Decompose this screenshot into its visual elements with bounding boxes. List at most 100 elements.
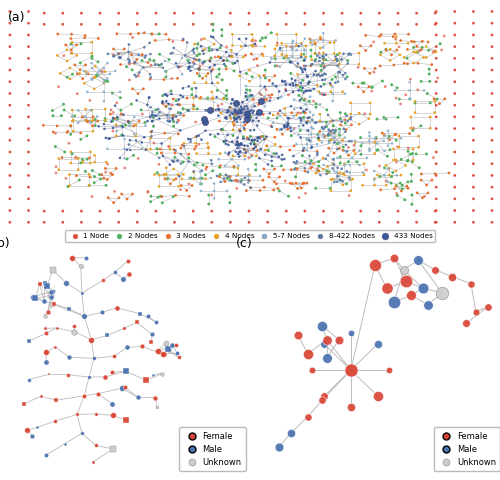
Point bbox=[77, 263, 85, 270]
Point bbox=[338, 136, 346, 144]
Point bbox=[224, 151, 232, 158]
Point bbox=[312, 103, 320, 111]
Point bbox=[392, 33, 400, 40]
Point bbox=[172, 97, 180, 105]
Point bbox=[261, 151, 269, 158]
Point bbox=[432, 19, 440, 27]
Point bbox=[146, 94, 154, 101]
Point bbox=[204, 143, 212, 151]
Point bbox=[42, 451, 50, 459]
Point bbox=[165, 111, 173, 119]
Point bbox=[240, 152, 248, 160]
Point bbox=[412, 207, 420, 215]
Point bbox=[432, 218, 440, 226]
Point bbox=[414, 132, 422, 140]
Point bbox=[68, 106, 76, 114]
Point bbox=[302, 190, 310, 197]
Point bbox=[336, 129, 344, 136]
Point bbox=[362, 166, 370, 174]
Point bbox=[298, 152, 306, 159]
Point bbox=[137, 106, 145, 114]
Point bbox=[232, 115, 239, 123]
Point bbox=[338, 218, 346, 226]
Point bbox=[278, 39, 285, 47]
Point bbox=[264, 218, 272, 226]
Point bbox=[410, 124, 418, 132]
Point bbox=[346, 176, 354, 183]
Point bbox=[351, 139, 359, 146]
Point bbox=[313, 82, 321, 89]
Point bbox=[101, 117, 109, 125]
Point bbox=[350, 146, 358, 154]
Point bbox=[310, 50, 318, 58]
Point bbox=[412, 150, 420, 158]
Point bbox=[260, 103, 268, 110]
Point bbox=[124, 48, 132, 56]
Point bbox=[222, 62, 230, 70]
Point bbox=[254, 100, 262, 108]
Point bbox=[62, 41, 70, 49]
Point bbox=[252, 143, 260, 151]
Point bbox=[154, 105, 162, 113]
Point bbox=[406, 113, 414, 121]
Point bbox=[56, 70, 64, 77]
Point bbox=[304, 80, 312, 87]
Point bbox=[366, 145, 374, 153]
Point bbox=[93, 72, 101, 79]
Point bbox=[392, 156, 400, 164]
Point bbox=[229, 126, 237, 134]
Point bbox=[216, 117, 224, 125]
Point bbox=[384, 142, 392, 150]
Text: (a): (a) bbox=[8, 12, 25, 24]
Point bbox=[212, 93, 220, 101]
Point bbox=[301, 21, 309, 28]
Point bbox=[390, 61, 398, 69]
Point bbox=[259, 110, 267, 118]
Point bbox=[154, 111, 162, 119]
Point bbox=[351, 137, 359, 144]
Point bbox=[6, 148, 14, 156]
Point bbox=[67, 122, 75, 130]
Point bbox=[240, 145, 248, 153]
Point bbox=[260, 93, 268, 101]
Point bbox=[308, 163, 316, 171]
Point bbox=[451, 183, 459, 191]
Point bbox=[233, 141, 241, 149]
Point bbox=[70, 322, 78, 329]
Point bbox=[174, 101, 182, 108]
Point bbox=[392, 36, 400, 43]
Point bbox=[488, 171, 496, 179]
Point bbox=[196, 168, 204, 176]
Point bbox=[247, 113, 255, 120]
Point bbox=[396, 95, 404, 103]
Point bbox=[396, 100, 404, 108]
Point bbox=[342, 75, 349, 83]
Point bbox=[392, 182, 400, 190]
Point bbox=[236, 107, 244, 114]
Point bbox=[66, 64, 74, 72]
Point bbox=[310, 125, 318, 132]
Point bbox=[462, 320, 470, 327]
Point bbox=[320, 131, 328, 138]
Point bbox=[250, 136, 258, 144]
Point bbox=[262, 146, 270, 154]
Point bbox=[120, 145, 128, 153]
Point bbox=[234, 143, 242, 150]
Point bbox=[205, 192, 213, 199]
Point bbox=[328, 83, 336, 90]
Point bbox=[424, 301, 432, 309]
Point bbox=[118, 190, 126, 198]
Point bbox=[258, 34, 266, 42]
Point bbox=[236, 68, 244, 76]
Point bbox=[336, 68, 344, 76]
Point bbox=[287, 102, 295, 110]
Point bbox=[303, 136, 311, 144]
Point bbox=[312, 169, 320, 177]
Point bbox=[170, 218, 178, 226]
Point bbox=[64, 371, 72, 379]
Point bbox=[236, 106, 244, 114]
Point bbox=[24, 195, 32, 203]
Point bbox=[394, 207, 402, 215]
Point bbox=[169, 193, 177, 201]
Point bbox=[216, 178, 224, 186]
